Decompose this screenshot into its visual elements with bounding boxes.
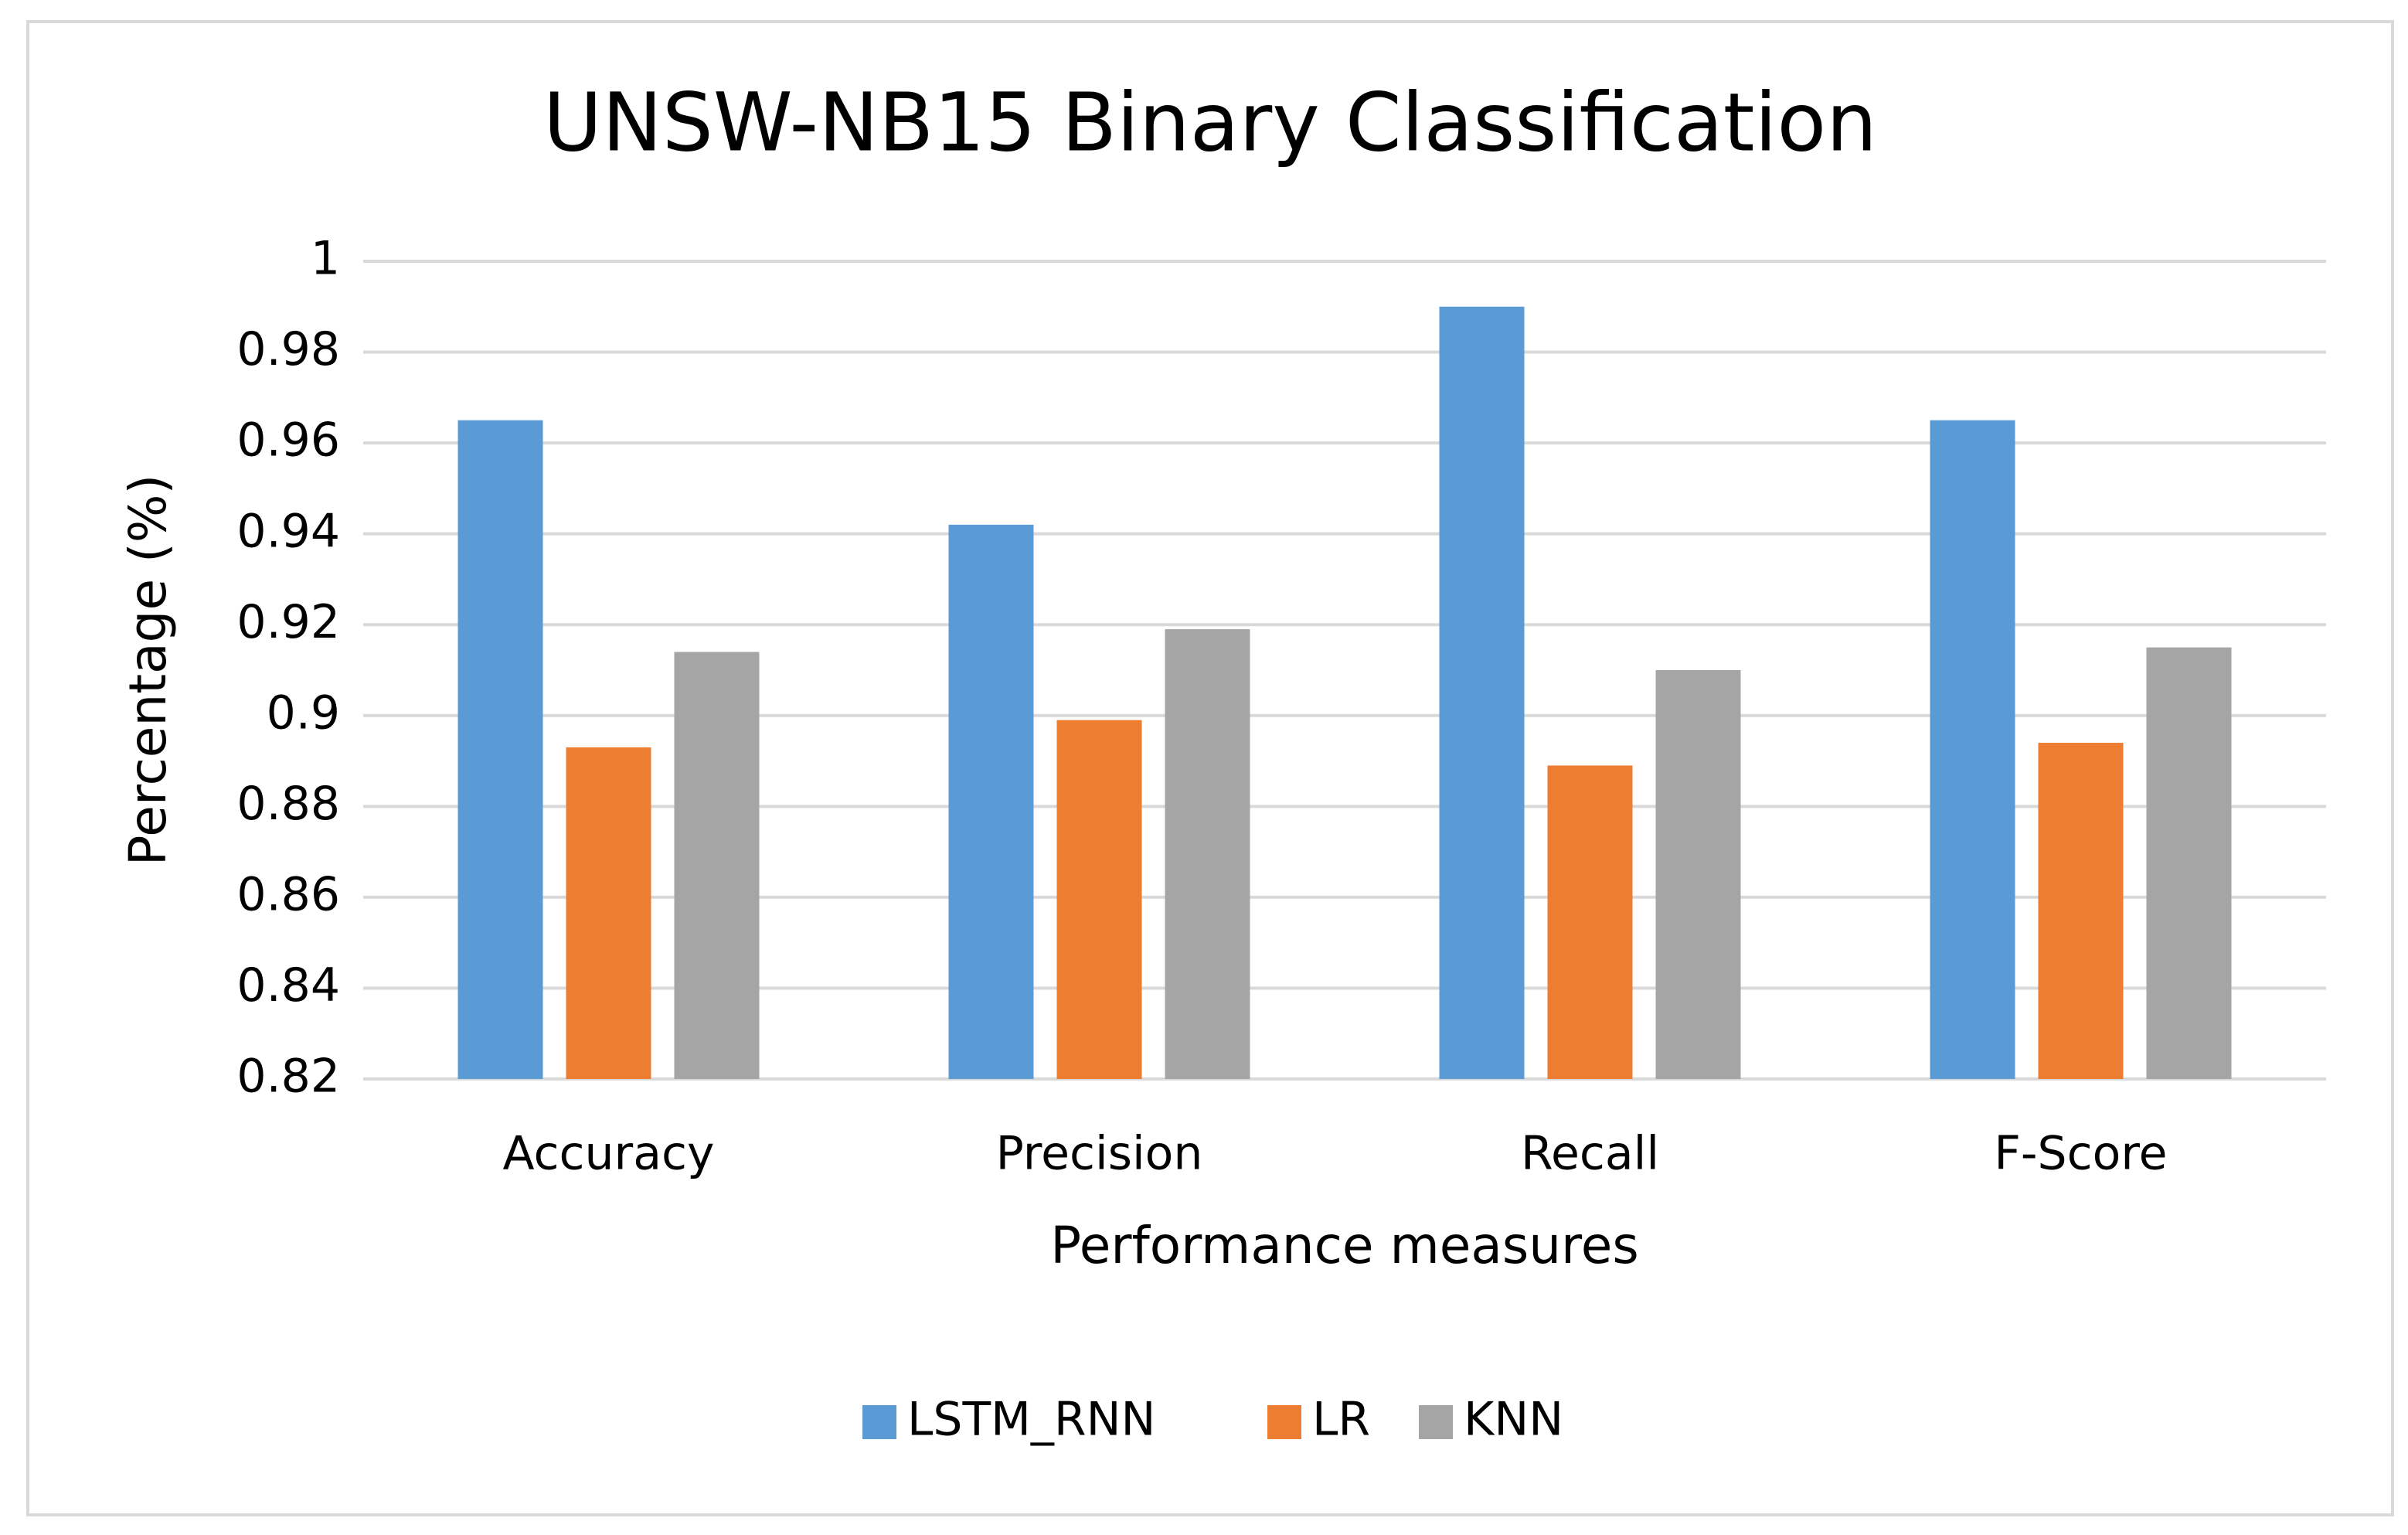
bar (1547, 765, 1633, 1079)
bar (1655, 670, 1741, 1079)
y-tick-label: 0.94 (236, 504, 340, 558)
x-axis-title: Performance measures (1050, 1216, 1638, 1275)
legend-swatch (1267, 1405, 1301, 1439)
y-tick-label: 0.84 (236, 958, 340, 1013)
y-tick-label: 0.92 (236, 595, 340, 649)
bar (1165, 629, 1250, 1079)
bar (457, 420, 543, 1079)
bar (948, 524, 1034, 1079)
chart-title: UNSW-NB15 Binary Classification (543, 75, 1877, 169)
x-tick-label: Recall (1521, 1127, 1659, 1181)
bar (566, 747, 651, 1079)
x-tick-label: Precision (996, 1127, 1203, 1181)
y-tick-label: 1 (311, 232, 340, 286)
bar (2038, 743, 2124, 1079)
y-tick-label: 0.98 (236, 322, 340, 376)
bar (1056, 720, 1142, 1079)
legend-swatch (1419, 1405, 1453, 1439)
legend-swatch (862, 1405, 896, 1439)
y-tick-label: 0.9 (267, 686, 340, 740)
x-tick-label: Accuracy (503, 1127, 715, 1181)
legend-label: LR (1312, 1393, 1370, 1447)
bar (2146, 647, 2232, 1079)
bar (1439, 306, 1525, 1079)
y-tick-label: 0.86 (236, 867, 340, 921)
legend-label: LSTM_RNN (907, 1393, 1155, 1447)
y-tick-label: 0.96 (236, 414, 340, 468)
y-tick-label: 0.82 (236, 1050, 340, 1104)
legend-label: KNN (1464, 1393, 1563, 1447)
bar (1930, 420, 2015, 1079)
x-tick-label: F-Score (1994, 1127, 2167, 1181)
y-axis-title: Percentage (%) (118, 475, 178, 866)
bar (674, 652, 760, 1079)
y-tick-label: 0.88 (236, 777, 340, 831)
